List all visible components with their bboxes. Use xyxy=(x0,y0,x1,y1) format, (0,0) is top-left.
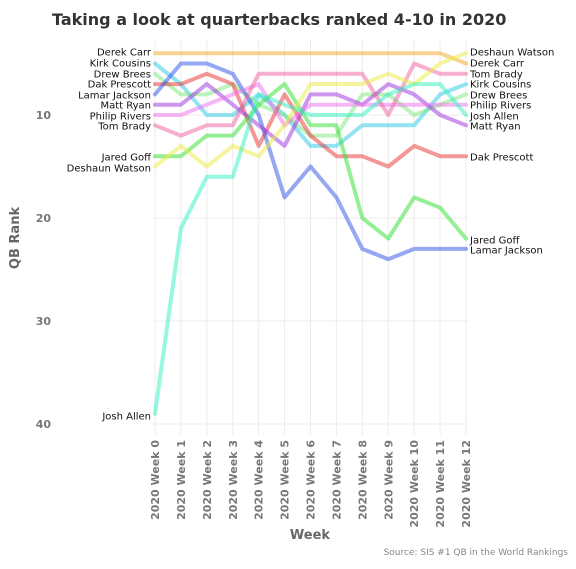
right-label-deshaun-watson: Deshaun Watson xyxy=(470,48,554,59)
series-line-philip-rivers xyxy=(153,82,468,128)
x-tick-label: 2020 Week 6 xyxy=(305,440,318,520)
x-axis-title: Week xyxy=(290,528,331,543)
right-label-tom-brady: Tom Brady xyxy=(469,70,523,81)
right-label-derek-carr: Derek Carr xyxy=(470,59,525,70)
left-label-matt-ryan: Matt Ryan xyxy=(100,101,151,112)
chart-title: Taking a look at quarterbacks ranked 4-1… xyxy=(52,10,506,29)
series-line-derek-carr xyxy=(153,51,468,66)
x-tick-label: 2020 Week 5 xyxy=(279,440,292,520)
left-label-drew-brees: Drew Brees xyxy=(94,70,151,81)
left-label-dak-prescott: Dak Prescott xyxy=(88,80,151,91)
series-line-kirk-cousins xyxy=(153,61,468,148)
series-line-tom-brady xyxy=(153,61,468,138)
y-tick-label: 40 xyxy=(36,418,52,431)
x-tick-label: 2020 Week 11 xyxy=(434,440,447,528)
right-label-dak-prescott: Dak Prescott xyxy=(470,153,533,164)
left-label-josh-allen: Josh Allen xyxy=(101,412,151,423)
series-line-josh-allen xyxy=(153,82,468,416)
right-label-philip-rivers: Philip Rivers xyxy=(470,101,531,112)
x-tick-label: 2020 Week 4 xyxy=(253,440,266,520)
x-tick-label: 2020 Week 8 xyxy=(356,440,369,520)
x-tick-label: 2020 Week 12 xyxy=(460,440,473,528)
left-label-deshaun-watson: Deshaun Watson xyxy=(67,164,151,175)
left-label-philip-rivers: Philip Rivers xyxy=(90,112,151,123)
y-tick-label: 10 xyxy=(36,109,52,122)
x-tick-label: 2020 Week 9 xyxy=(382,440,395,520)
right-label-matt-ryan: Matt Ryan xyxy=(470,122,521,133)
x-tick-label: 2020 Week 2 xyxy=(201,440,214,520)
series-line-jared-goff xyxy=(153,82,468,241)
left-label-lamar-jackson: Lamar Jackson xyxy=(78,91,151,102)
source-caption: Source: SIS #1 QB in the World Rankings xyxy=(384,548,569,558)
right-label-jared-goff: Jared Goff xyxy=(469,236,521,247)
y-tick-label: 20 xyxy=(36,212,52,225)
x-tick-label: 2020 Week 7 xyxy=(330,440,343,520)
series-line-matt-ryan xyxy=(153,82,468,148)
y-axis-title: QB Rank xyxy=(8,207,23,270)
right-label-drew-brees: Drew Brees xyxy=(470,91,527,102)
right-label-kirk-cousins: Kirk Cousins xyxy=(470,80,531,91)
left-label-derek-carr: Derek Carr xyxy=(97,48,152,59)
y-axis-ticks: 10 20 30 40 xyxy=(36,109,52,431)
x-axis-ticks: 2020 Week 0 2020 Week 1 2020 Week 2 2020 We… xyxy=(149,440,473,528)
x-tick-label: 2020 Week 0 xyxy=(149,440,162,520)
left-label-tom-brady: Tom Brady xyxy=(97,122,151,133)
series-line-lamar-jackson xyxy=(153,61,468,262)
left-label-jared-goff: Jared Goff xyxy=(101,153,153,164)
right-label-lamar-jackson: Lamar Jackson xyxy=(470,246,543,257)
x-tick-label: 2020 Week 3 xyxy=(227,440,240,520)
left-label-kirk-cousins: Kirk Cousins xyxy=(90,59,151,70)
y-tick-label: 30 xyxy=(36,315,52,328)
right-label-josh-allen: Josh Allen xyxy=(469,112,519,123)
x-tick-label: 2020 Week 1 xyxy=(175,440,188,520)
series-line-dak-prescott xyxy=(153,71,468,169)
x-tick-label: 2020 Week 10 xyxy=(408,440,421,528)
series-lines xyxy=(153,51,468,416)
